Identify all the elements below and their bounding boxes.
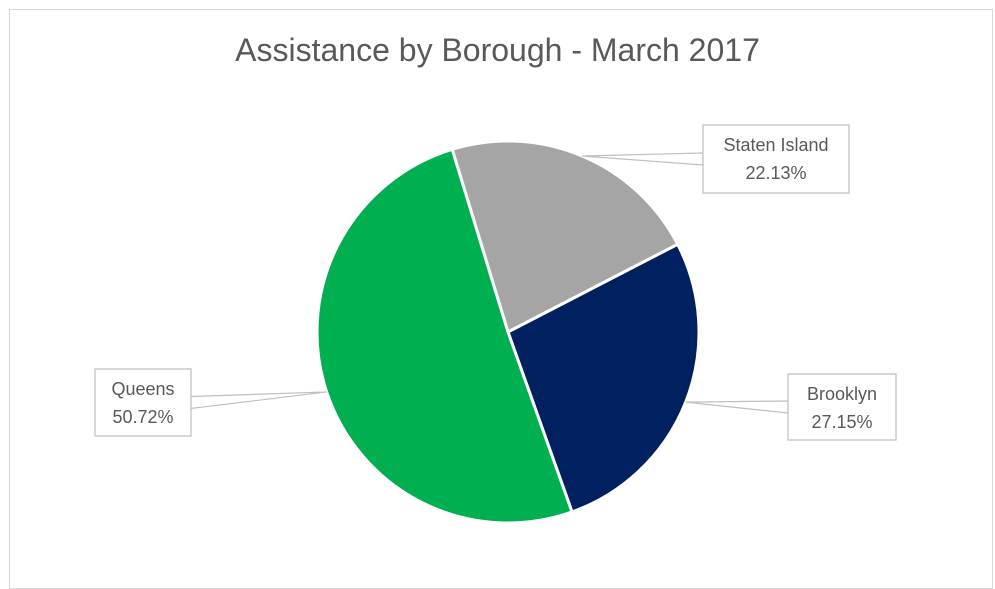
- data-label-staten-island: Staten Island 22.13%: [582, 124, 850, 194]
- label-category-queens: Queens: [111, 379, 174, 399]
- label-value-brooklyn: 27.15%: [811, 412, 872, 432]
- labels-layer: Staten Island 22.13% Brooklyn 27.15% Queens 5…: [94, 124, 897, 441]
- slice-queens: [315, 147, 574, 525]
- leader-line-brooklyn: [685, 400, 789, 414]
- label-value-queens: 50.72%: [112, 407, 173, 427]
- label-category-staten-island: Staten Island: [723, 135, 828, 155]
- label-value-staten-island: 22.13%: [745, 163, 806, 183]
- data-label-queens: Queens 50.72%: [94, 368, 327, 437]
- label-box-queens: [94, 368, 192, 437]
- label-box-staten-island: [702, 124, 850, 194]
- label-box-brooklyn: [787, 373, 897, 441]
- leader-line-queens: [190, 391, 327, 410]
- slices-layer: [315, 139, 701, 525]
- label-category-brooklyn: Brooklyn: [807, 384, 877, 404]
- slice-brooklyn: [506, 242, 701, 514]
- chart-title: Assistance by Borough - March 2017: [235, 32, 760, 68]
- data-label-brooklyn: Brooklyn 27.15%: [685, 373, 897, 441]
